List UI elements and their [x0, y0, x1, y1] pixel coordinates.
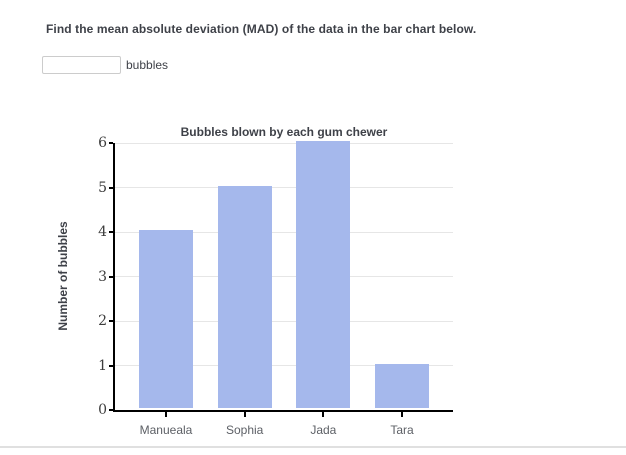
- y-tick-mark-0: [109, 409, 113, 411]
- y-tick-mark-1: [109, 364, 113, 367]
- y-tick-label-1: 1: [98, 357, 107, 374]
- x-tick-mark-jada: [322, 412, 325, 417]
- x-tick-mark-manueala: [165, 412, 167, 417]
- bar-jada: [296, 141, 351, 408]
- gridline-1: [115, 365, 453, 366]
- y-tick-label-6: 6: [98, 135, 107, 151]
- y-tick-label-3: 3: [98, 268, 107, 285]
- bottom-divider: [0, 446, 626, 448]
- y-tick-mark-4: [109, 231, 113, 233]
- unit-label: bubbles: [126, 58, 169, 72]
- bar-chart: Bubbles blown by each gum chewer Number …: [0, 118, 626, 438]
- y-tick-label-0: 0: [98, 402, 107, 418]
- gridline-6: [115, 142, 453, 144]
- x-category-label-tara: Tara: [390, 423, 414, 437]
- y-tick-label-4: 4: [98, 224, 107, 240]
- y-axis-line: [113, 143, 115, 412]
- y-tick-label-2: 2: [98, 313, 107, 329]
- y-tick-mark-6: [109, 142, 113, 144]
- y-tick-mark-5: [109, 186, 113, 189]
- x-tick-mark-sophia: [243, 412, 246, 417]
- x-category-label-manueala: Manueala: [139, 423, 193, 437]
- gridline-3: [115, 276, 453, 277]
- question-text: Find the mean absolute deviation (MAD) o…: [46, 22, 477, 36]
- x-axis-line: [113, 410, 453, 412]
- y-axis-label: Number of bubbles: [56, 221, 70, 331]
- gridline-5: [115, 187, 453, 188]
- chart-title: Bubbles blown by each gum chewer: [180, 125, 388, 139]
- plot-area: 0 1 2 3 4 5 6 Manueala Sophia Jada Tara: [98, 135, 453, 437]
- bar-sophia: [217, 185, 272, 408]
- x-category-label-jada: Jada: [310, 423, 337, 437]
- x-category-label-sophia: Sophia: [225, 423, 264, 437]
- answer-input[interactable]: [42, 56, 121, 74]
- y-tick-label-5: 5: [98, 179, 107, 196]
- y-tick-mark-2: [109, 320, 113, 322]
- gridline-2: [115, 320, 453, 322]
- bar-manueala: [139, 230, 193, 408]
- y-tick-mark-3: [109, 275, 113, 278]
- gridline-4: [115, 231, 453, 233]
- x-tick-mark-tara: [401, 412, 403, 417]
- bar-tara: [375, 363, 429, 408]
